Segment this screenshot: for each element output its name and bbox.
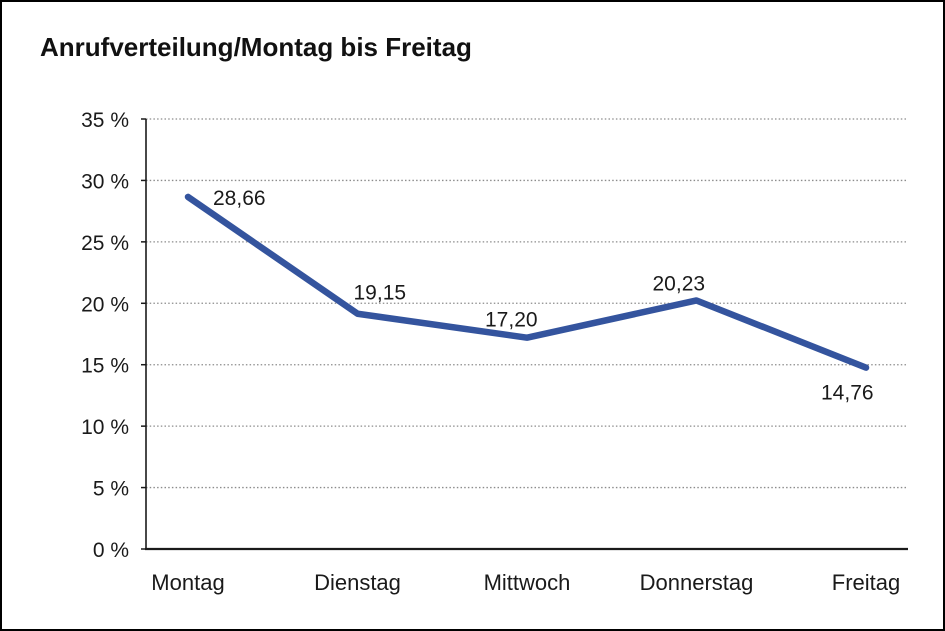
y-tick-label: 15 % <box>81 355 129 378</box>
data-point-label: 20,23 <box>653 272 706 295</box>
data-point-label: 19,15 <box>354 282 407 305</box>
y-tick-label: 30 % <box>81 170 129 193</box>
y-tick-label: 35 % <box>81 109 129 132</box>
x-category-label: Freitag <box>832 570 900 595</box>
y-tick-label: 0 % <box>93 539 129 562</box>
x-category-label: Mittwoch <box>484 570 571 595</box>
data-line <box>184 193 870 371</box>
data-point-label: 14,76 <box>821 382 874 405</box>
data-point-label: 28,66 <box>213 187 266 210</box>
data-point-label: 17,20 <box>485 309 538 332</box>
y-tick-label: 25 % <box>81 232 129 255</box>
chart-title: Anrufverteilung/Montag bis Freitag <box>40 32 472 62</box>
y-tick-label: 5 % <box>93 478 129 501</box>
y-tick-label: 10 % <box>81 416 129 439</box>
x-category-label: Dienstag <box>314 570 401 595</box>
x-category-label: Donnerstag <box>640 570 754 595</box>
y-tick-label: 20 % <box>81 293 129 316</box>
x-category-label: Montag <box>151 570 224 595</box>
